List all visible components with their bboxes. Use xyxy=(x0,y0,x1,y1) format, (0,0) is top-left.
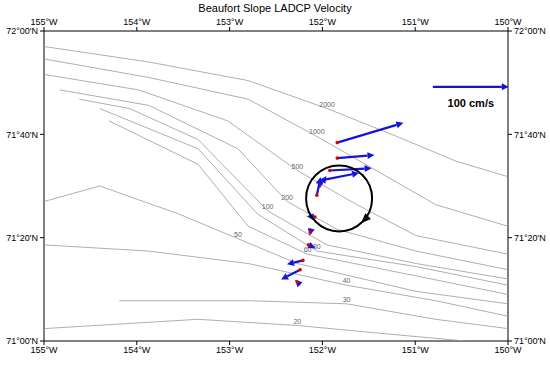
svg-text:153°W: 153°W xyxy=(216,345,244,355)
svg-text:152°W: 152°W xyxy=(309,17,337,27)
svg-text:71°20'N: 71°20'N xyxy=(8,233,38,243)
svg-text:50: 50 xyxy=(234,231,242,238)
svg-text:71°00'N: 71°00'N xyxy=(8,336,38,346)
svg-text:152°W: 152°W xyxy=(309,345,337,355)
svg-text:100: 100 xyxy=(262,203,274,210)
svg-text:155°W: 155°W xyxy=(30,345,58,355)
svg-text:154°W: 154°W xyxy=(123,345,151,355)
svg-text:153°W: 153°W xyxy=(216,17,244,27)
svg-text:151°W: 151°W xyxy=(402,17,430,27)
svg-text:154°W: 154°W xyxy=(123,17,151,27)
svg-text:30: 30 xyxy=(343,296,351,303)
svg-text:71°00'N: 71°00'N xyxy=(514,336,542,346)
svg-text:100 cm/s: 100 cm/s xyxy=(448,97,494,109)
svg-text:60: 60 xyxy=(303,246,312,254)
svg-text:72°00'N: 72°00'N xyxy=(8,26,38,36)
svg-text:71°40'N: 71°40'N xyxy=(514,130,542,140)
svg-text:150°W: 150°W xyxy=(494,17,522,27)
svg-text:200: 200 xyxy=(281,194,293,201)
svg-text:71°20'N: 71°20'N xyxy=(514,233,542,243)
svg-text:500: 500 xyxy=(292,163,304,170)
svg-text:40: 40 xyxy=(343,277,351,284)
svg-text:2000: 2000 xyxy=(319,101,335,108)
svg-text:151°W: 151°W xyxy=(402,345,430,355)
svg-text:71°40'N: 71°40'N xyxy=(8,130,38,140)
svg-text:72°00'N: 72°00'N xyxy=(514,26,542,36)
html-text:Beaufort Slope LADCP Velocity: Beaufort Slope LADCP Velocity xyxy=(198,2,352,14)
svg-text:150°W: 150°W xyxy=(494,345,522,355)
svg-text:1000: 1000 xyxy=(309,128,325,135)
svg-text:155°W: 155°W xyxy=(30,17,58,27)
svg-text:80: 80 xyxy=(312,243,321,251)
svg-text:20: 20 xyxy=(293,318,301,325)
